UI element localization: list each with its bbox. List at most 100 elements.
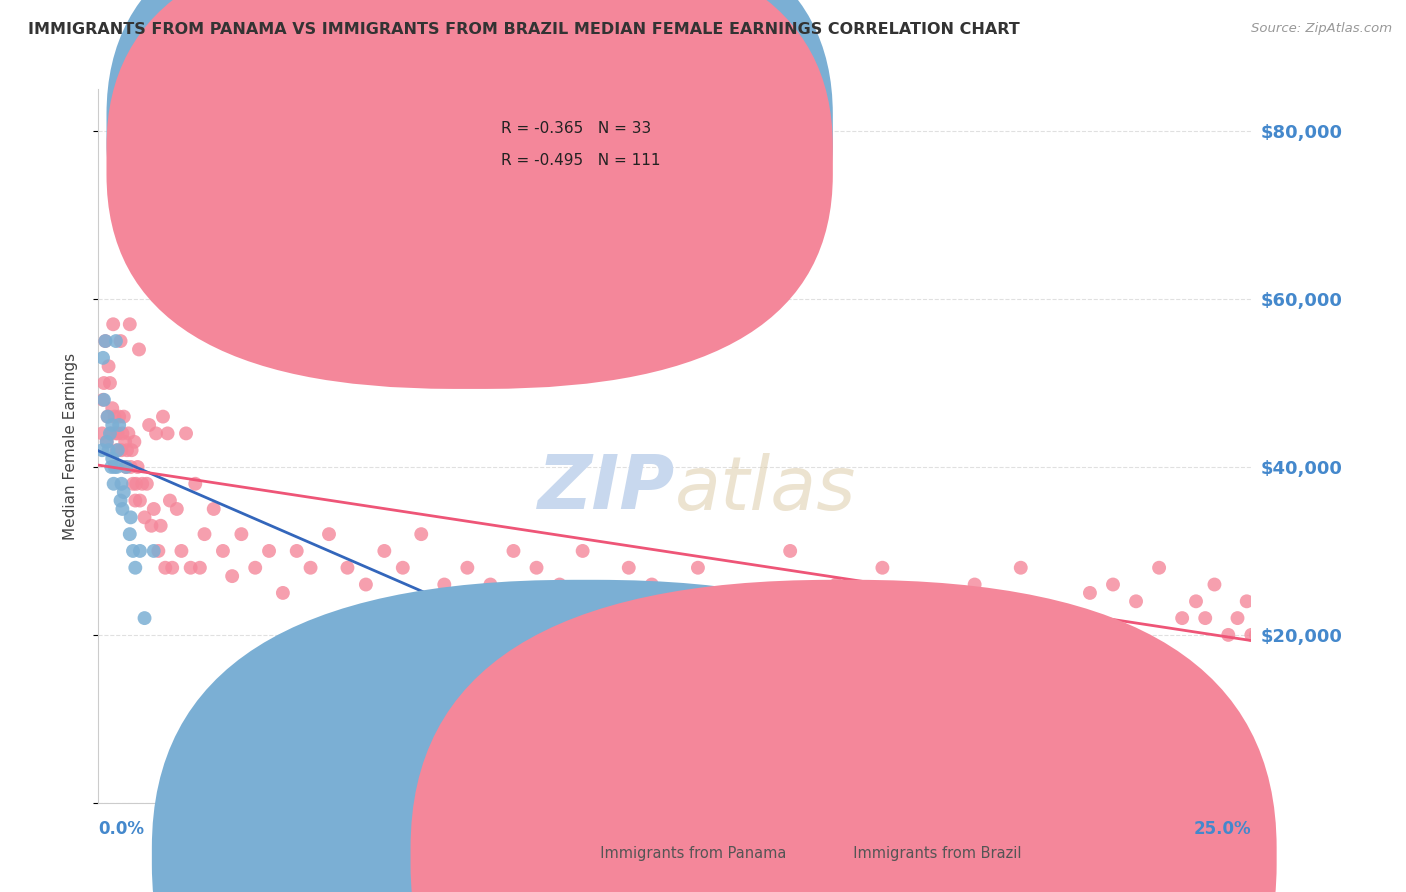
Point — [100, 426, 122, 441]
Point — [710, 720, 733, 734]
Point — [917, 594, 939, 608]
Point — [103, 476, 125, 491]
Point — [135, 476, 157, 491]
Point — [98, 376, 121, 390]
Point — [1204, 577, 1226, 591]
Point — [202, 502, 225, 516]
Point — [142, 502, 165, 516]
Point — [271, 586, 294, 600]
Point — [152, 409, 174, 424]
Point — [101, 451, 124, 466]
Point — [100, 460, 122, 475]
Point — [124, 493, 146, 508]
Text: Source: ZipAtlas.com: Source: ZipAtlas.com — [1251, 22, 1392, 36]
Point — [1236, 594, 1258, 608]
Point — [1147, 560, 1170, 574]
Point — [127, 460, 149, 475]
Point — [118, 527, 141, 541]
Point — [98, 426, 121, 441]
Point — [411, 527, 433, 541]
Point — [1226, 611, 1249, 625]
Point — [141, 518, 163, 533]
Point — [963, 577, 986, 591]
Point — [595, 586, 617, 600]
Point — [110, 476, 132, 491]
Point — [110, 334, 132, 348]
Text: R = -0.365   N = 33: R = -0.365 N = 33 — [501, 121, 651, 136]
Point — [1268, 636, 1291, 650]
Point — [122, 544, 145, 558]
Text: IMMIGRANTS FROM PANAMA VS IMMIGRANTS FROM BRAZIL MEDIAN FEMALE EARNINGS CORRELAT: IMMIGRANTS FROM PANAMA VS IMMIGRANTS FRO… — [28, 22, 1019, 37]
Point — [108, 409, 131, 424]
Point — [111, 426, 134, 441]
Point — [170, 544, 193, 558]
Text: R = -0.495   N = 111: R = -0.495 N = 111 — [501, 153, 661, 168]
Point — [1244, 628, 1267, 642]
Point — [456, 611, 478, 625]
Point — [125, 476, 148, 491]
Point — [93, 376, 115, 390]
Point — [115, 460, 138, 475]
Point — [174, 426, 197, 441]
Point — [160, 560, 183, 574]
Point — [245, 560, 267, 574]
Point — [134, 510, 156, 524]
Point — [97, 359, 120, 374]
Point — [124, 560, 146, 574]
Point — [779, 544, 801, 558]
Point — [107, 443, 129, 458]
Point — [1010, 560, 1032, 574]
Point — [117, 208, 139, 222]
FancyBboxPatch shape — [411, 580, 1277, 892]
Point — [131, 476, 153, 491]
Point — [114, 434, 136, 449]
Point — [180, 560, 202, 574]
Text: Immigrants from Brazil: Immigrants from Brazil — [844, 847, 1021, 861]
Point — [456, 560, 478, 574]
Point — [94, 334, 117, 348]
FancyBboxPatch shape — [107, 0, 832, 357]
Point — [479, 577, 502, 591]
Point — [91, 443, 114, 458]
Point — [595, 619, 617, 633]
Point — [391, 560, 413, 574]
Point — [128, 343, 150, 357]
Point — [96, 434, 118, 449]
Point — [1171, 611, 1194, 625]
Point — [134, 611, 156, 625]
Point — [91, 392, 114, 407]
Point — [129, 544, 152, 558]
Point — [155, 560, 177, 574]
Point — [872, 560, 894, 574]
Point — [1125, 594, 1147, 608]
Point — [166, 502, 188, 516]
Point — [96, 434, 118, 449]
Point — [825, 577, 848, 591]
Point — [257, 544, 280, 558]
Point — [112, 409, 135, 424]
Point — [548, 577, 571, 591]
Point — [212, 544, 235, 558]
Point — [103, 460, 125, 475]
Point — [93, 392, 115, 407]
Point — [129, 493, 152, 508]
Point — [120, 510, 142, 524]
Point — [148, 544, 170, 558]
Point — [733, 586, 755, 600]
Point — [101, 318, 124, 332]
Point — [117, 426, 139, 441]
Point — [145, 426, 167, 441]
Y-axis label: Median Female Earnings: Median Female Earnings — [63, 352, 77, 540]
Point — [1218, 628, 1240, 642]
Point — [221, 569, 243, 583]
Text: 0.0%: 0.0% — [98, 820, 145, 838]
Point — [1263, 645, 1285, 659]
Point — [97, 409, 120, 424]
Point — [336, 560, 359, 574]
Point — [159, 493, 181, 508]
Point — [149, 518, 172, 533]
Point — [571, 544, 593, 558]
Point — [156, 426, 179, 441]
Point — [526, 560, 548, 574]
Point — [193, 527, 215, 541]
